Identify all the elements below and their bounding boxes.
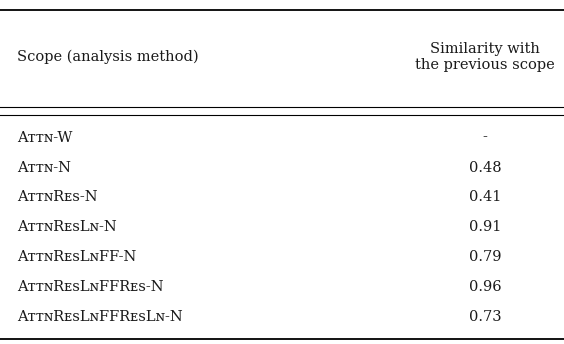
Text: 0.96: 0.96 xyxy=(469,280,501,294)
Text: Aᴛᴛɴ-N: Aᴛᴛɴ-N xyxy=(17,161,71,174)
Text: -: - xyxy=(483,131,487,144)
Text: AᴛᴛɴRᴇsLɴFFRᴇs-N: AᴛᴛɴRᴇsLɴFFRᴇs-N xyxy=(17,280,164,294)
Text: AᴛᴛɴRᴇs-N: AᴛᴛɴRᴇs-N xyxy=(17,191,98,204)
Text: Aᴛᴛɴ-W: Aᴛᴛɴ-W xyxy=(17,131,72,144)
Text: AᴛᴛɴRᴇsLɴ-N: AᴛᴛɴRᴇsLɴ-N xyxy=(17,221,117,234)
Text: 0.48: 0.48 xyxy=(469,161,501,174)
Text: 0.91: 0.91 xyxy=(469,221,501,234)
Text: 0.79: 0.79 xyxy=(469,250,501,264)
Text: Scope (analysis method): Scope (analysis method) xyxy=(17,50,199,64)
Text: 0.41: 0.41 xyxy=(469,191,501,204)
Text: 0.73: 0.73 xyxy=(469,310,501,324)
Text: AᴛᴛɴRᴇsLɴFFRᴇsLɴ-N: AᴛᴛɴRᴇsLɴFFRᴇsLɴ-N xyxy=(17,310,183,324)
Text: Similarity with
the previous scope: Similarity with the previous scope xyxy=(415,42,555,72)
Text: AᴛᴛɴRᴇsLɴFF-N: AᴛᴛɴRᴇsLɴFF-N xyxy=(17,250,136,264)
